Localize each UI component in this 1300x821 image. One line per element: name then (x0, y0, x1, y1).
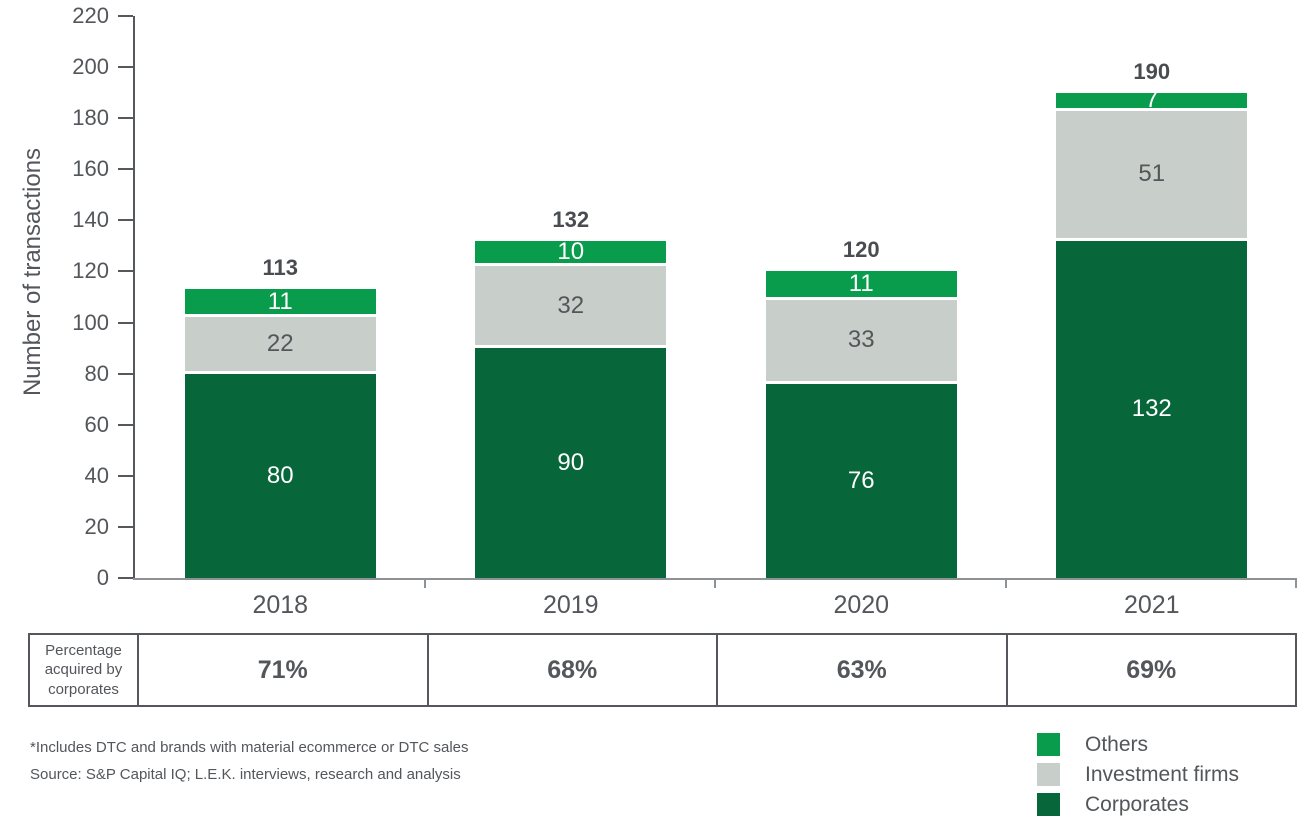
bar-segment-others-2021: 7 (1056, 88, 1248, 112)
bar-segment-others-2020: 11 (765, 270, 957, 300)
x-boundary-tick (423, 580, 426, 588)
bar-segment-investment-firms-2021: 51 (1056, 110, 1248, 241)
x-boundary-tick (1295, 580, 1297, 588)
footnote-source: Source: S&P Capital IQ; L.E.K. interview… (30, 766, 461, 783)
y-tick (118, 423, 133, 426)
table-cell-2020: 63% (716, 635, 1006, 705)
segment-value-label: 51 (1138, 160, 1166, 188)
legend-swatch (1037, 793, 1060, 816)
y-tick (118, 270, 133, 273)
y-tick (118, 321, 133, 324)
bar-total-label-2019: 132 (552, 206, 590, 232)
bar-2018: 11 22 80 (184, 287, 376, 578)
segment-value-label: 11 (848, 270, 874, 298)
segment-value-label: 7 (1145, 86, 1159, 114)
y-tick-label: 100 (72, 309, 109, 335)
segment-value-label: 10 (557, 238, 585, 266)
x-boundary-tick (714, 580, 716, 588)
legend-label: Others (1085, 732, 1149, 756)
y-tick-label: 40 (84, 462, 109, 488)
x-axis-label-2018: 2018 (252, 591, 309, 619)
y-tick (118, 577, 133, 579)
y-tick-label: 200 (72, 54, 109, 80)
bar-total-label-2021: 190 (1133, 58, 1171, 84)
legend-item-corporates: Corporates (1037, 793, 1239, 816)
y-tick-label: 180 (72, 105, 109, 131)
legend-swatch (1037, 733, 1060, 756)
y-tick (118, 219, 133, 222)
x-axis-label-2021: 2021 (1123, 591, 1180, 619)
bar-segment-investment-firms-2020: 33 (765, 299, 957, 384)
bar-segment-investment-firms-2018: 22 (184, 317, 376, 374)
bar-2019: 10 32 90 (475, 238, 667, 578)
bar-2020: 11 33 76 (765, 270, 957, 578)
y-tick (118, 117, 133, 120)
bar-segment-corporates-2018: 80 (184, 373, 376, 578)
y-tick-label: 60 (84, 411, 109, 437)
percentage-table: Percentage acquired by corporates 71% 68… (28, 633, 1297, 707)
segment-value-label: 90 (557, 449, 585, 477)
bar-2021: 7 51 132 (1056, 88, 1248, 578)
segment-value-label: 132 (1131, 395, 1172, 423)
y-tick (118, 168, 133, 171)
footnotes: *Includes DTC and brands with material e… (30, 734, 469, 788)
segment-value-label: 22 (266, 330, 294, 358)
y-tick (118, 525, 133, 528)
y-tick-label: 20 (84, 513, 109, 539)
segment-value-label: 33 (847, 326, 875, 354)
table-cell-2019: 68% (426, 635, 717, 705)
y-axis-line (133, 16, 135, 580)
legend-item-others: Others (1037, 733, 1239, 756)
y-tick-label: 80 (84, 360, 109, 386)
legend-label: Corporates (1085, 792, 1189, 816)
table-cell-2021: 69% (1005, 635, 1296, 705)
x-axis-label-2019: 2019 (542, 591, 599, 619)
bar-segment-corporates-2021: 132 (1056, 240, 1248, 578)
bar-total-label-2020: 120 (842, 237, 880, 263)
segment-value-label: 32 (557, 291, 585, 319)
y-tick-label: 120 (72, 258, 109, 284)
y-tick-label: 0 (96, 565, 109, 590)
plot-area: 0 20 40 60 80 100 120 140 160 180 200 220 11 22 80 113 2… (72, 4, 1297, 619)
bar-segment-corporates-2019: 90 (475, 348, 667, 578)
bar-segment-others-2018: 11 (184, 287, 376, 318)
bar-segment-others-2019: 10 (475, 238, 667, 267)
table-row-label: Percentage acquired by corporates (30, 635, 139, 705)
segment-value-label: 76 (847, 466, 875, 494)
table-cell-2018: 71% (257, 655, 308, 684)
bar-segment-investment-firms-2019: 32 (475, 266, 667, 349)
x-axis-line (133, 578, 1297, 580)
legend: Others Investment firms Corporates (1037, 733, 1239, 821)
segment-value-label: 80 (266, 461, 294, 489)
y-tick-label: 220 (72, 3, 109, 28)
footnote-includes: *Includes DTC and brands with material e… (30, 739, 469, 756)
y-tick-label: 140 (72, 207, 109, 233)
segment-value-label: 11 (267, 287, 293, 315)
y-tick (118, 66, 133, 69)
y-tick (118, 474, 133, 477)
bar-total-label-2018: 113 (262, 255, 299, 281)
bar-segment-corporates-2020: 76 (765, 383, 957, 578)
y-tick (118, 15, 133, 17)
legend-swatch (1037, 763, 1060, 786)
legend-label: Investment firms (1085, 762, 1240, 786)
x-axis-label-2020: 2020 (833, 591, 890, 619)
x-boundary-tick (1004, 580, 1007, 588)
legend-item-investment-firms: Investment firms (1037, 763, 1239, 786)
y-tick (118, 372, 133, 375)
y-tick-label: 160 (72, 156, 109, 182)
